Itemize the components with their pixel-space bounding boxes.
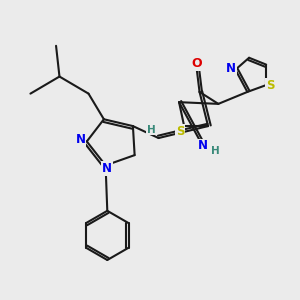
- Text: O: O: [191, 57, 202, 70]
- Text: S: S: [266, 79, 275, 92]
- Text: N: N: [198, 140, 208, 152]
- Text: S: S: [176, 125, 184, 138]
- Text: N: N: [226, 61, 236, 74]
- Text: N: N: [102, 162, 112, 175]
- Text: H: H: [147, 124, 155, 134]
- Text: H: H: [211, 146, 220, 156]
- Text: N: N: [76, 133, 85, 146]
